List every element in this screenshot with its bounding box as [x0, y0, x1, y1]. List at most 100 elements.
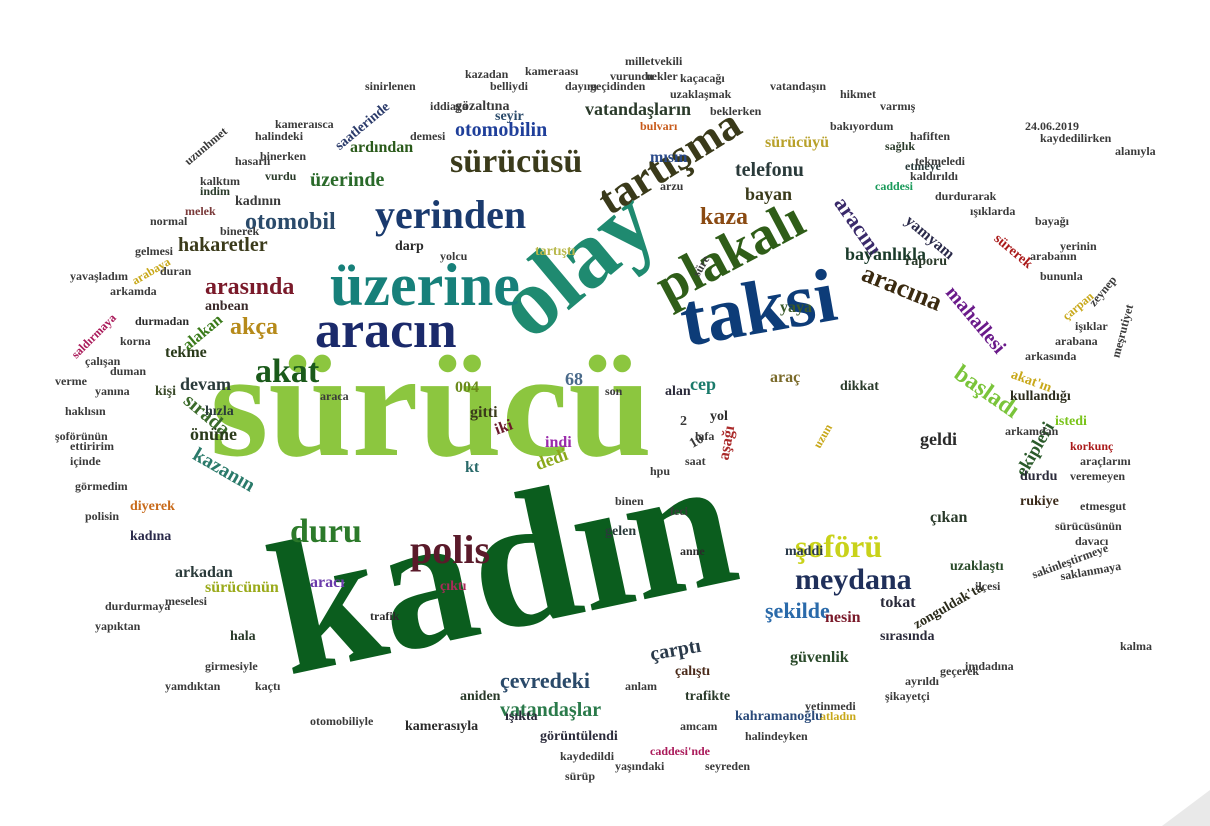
word-cloud-word: hala [230, 629, 256, 644]
word-cloud-word: tartıştı [535, 244, 576, 259]
word-cloud-word: şekilde [765, 598, 830, 623]
word-cloud-word: gözaltına [455, 99, 510, 114]
word-cloud-word: kaydedilirken [1040, 131, 1112, 145]
word-cloud-word: halindeyken [745, 729, 808, 743]
word-cloud-word: geçerek [940, 664, 980, 678]
word-cloud-word: demesi [410, 129, 446, 143]
word-cloud-word: geldi [920, 429, 958, 449]
word-cloud-word: arkamdan [1005, 424, 1059, 438]
word-cloud-word: kameraası [525, 64, 579, 78]
word-cloud-word: sürerek [990, 231, 1036, 272]
word-cloud-word: etmeye [905, 159, 941, 173]
word-cloud-word: hakaretler [178, 234, 268, 256]
word-cloud-word: güvenlik [790, 649, 849, 666]
word-cloud-word: kt [465, 459, 480, 476]
word-cloud-word: yaya [780, 299, 812, 316]
word-cloud-word: sürücüsünün [1055, 519, 1122, 533]
word-cloud-word: cep [690, 374, 716, 394]
word-cloud-word: anlam [625, 679, 658, 693]
word-cloud-word: sırasında [880, 629, 935, 644]
word-cloud-word: duman [110, 364, 147, 378]
word-cloud-word: araçlarını [1080, 454, 1131, 468]
word-cloud-word: çıktı [440, 579, 467, 594]
word-cloud-word: uzaklaştı [950, 559, 1004, 574]
word-cloud-word: meşrutiyet [1108, 302, 1137, 360]
word-cloud-word: durdu [1020, 469, 1058, 484]
word-cloud-word: duru [290, 513, 362, 550]
word-cloud-word: sinirlenen [365, 79, 416, 93]
word-cloud-word: arkamda [110, 284, 157, 298]
word-cloud-word: son [605, 384, 623, 398]
word-cloud-word: mahallesi [941, 281, 1011, 359]
word-cloud-word: geçidinden [590, 79, 646, 93]
word-cloud-word: vatandaşların [585, 99, 692, 119]
word-cloud-word: otomobil [245, 209, 336, 235]
word-cloud-word: sürücüsü [450, 143, 583, 180]
word-cloud-word: önüne [190, 424, 238, 444]
word-cloud-word: aracın [315, 302, 457, 359]
word-cloud-word: kahramanoğlu [735, 709, 823, 724]
word-cloud-word: telefonu [735, 159, 804, 181]
word-cloud-word: aracı [310, 574, 345, 591]
word-cloud-word: sürücü [210, 322, 652, 488]
word-cloud-word: ayrıldı [905, 674, 940, 688]
word-cloud-word: dikkat [840, 379, 879, 394]
word-cloud-word: yetinmedi [805, 699, 856, 713]
page-curl-corner [1162, 790, 1210, 826]
word-cloud-word: durdurarak [935, 189, 997, 203]
word-cloud-word: üzerinde [310, 169, 385, 191]
word-cloud-word: devam [180, 374, 231, 394]
word-cloud-word: otomobiliyle [310, 714, 374, 728]
word-cloud-word: seyir [495, 109, 524, 124]
word-cloud-word: caddesi'nde [650, 744, 711, 758]
word-cloud-word: arkadan [175, 564, 233, 581]
word-cloud-word: alan [665, 384, 691, 399]
word-cloud-word: yol [710, 409, 728, 424]
word-cloud-word: korkunç [1070, 439, 1114, 453]
word-cloud-word: trafik [370, 609, 400, 623]
word-cloud-word: beklerken [710, 104, 762, 118]
word-cloud-word: girmesiyle [205, 659, 258, 673]
word-cloud-word: kameraısca [275, 117, 334, 131]
word-cloud-word: haklısın [65, 404, 106, 418]
word-cloud-word: 004 [455, 379, 479, 396]
word-cloud-word: kamerasıyla [405, 719, 479, 734]
word-cloud-word: bekler [645, 69, 678, 83]
word-cloud-word: ışıkta [505, 709, 538, 724]
word-cloud-word: iddiaya [430, 99, 469, 113]
word-cloud-word: bulvarı [640, 119, 678, 133]
word-cloud-word: atladın [820, 709, 857, 723]
word-cloud-word: vuruncu [610, 69, 654, 83]
word-cloud-word: bayağı [1035, 214, 1070, 228]
word-cloud-word: polisin [85, 509, 120, 523]
word-cloud-word: lafa [695, 429, 715, 443]
word-cloud-word: 2 [680, 414, 687, 429]
word-cloud-word: raporu [905, 254, 947, 269]
word-cloud-word: sürücünün [205, 579, 279, 596]
word-cloud-word: sağlık [885, 139, 916, 153]
word-cloud-word: anbean [205, 299, 249, 314]
word-cloud-word: görmedim [75, 479, 128, 493]
word-cloud-word: maddi [785, 544, 824, 559]
word-cloud-word: normal [150, 214, 188, 228]
word-cloud-word: darp [395, 239, 424, 254]
word-cloud-word: hafiften [910, 129, 950, 143]
word-cloud-word: gelmesi [135, 244, 173, 258]
word-cloud-word: meselesi [165, 594, 207, 608]
word-cloud-word: çalışan [85, 354, 121, 368]
word-cloud-word: yolcu [440, 249, 468, 263]
word-cloud-word: amcam [680, 719, 718, 733]
word-cloud-word: akça [230, 314, 278, 340]
word-cloud-word: indim [200, 184, 231, 198]
word-cloud-word: arasında [205, 274, 295, 300]
word-cloud-word: veremeyen [1070, 469, 1126, 483]
word-cloud-word: şoförü [795, 528, 883, 564]
word-cloud-word: aniden [460, 689, 501, 704]
word-cloud-word: şoförünün [55, 429, 108, 443]
word-cloud-word: yerinin [1060, 239, 1097, 253]
word-cloud-word: kadının [235, 194, 281, 209]
word-cloud-word: melek [185, 204, 216, 218]
word-cloud-word: çarptı [648, 634, 703, 666]
word-cloud-word: dayım [565, 79, 598, 93]
word-cloud-word: kaza [700, 204, 748, 230]
